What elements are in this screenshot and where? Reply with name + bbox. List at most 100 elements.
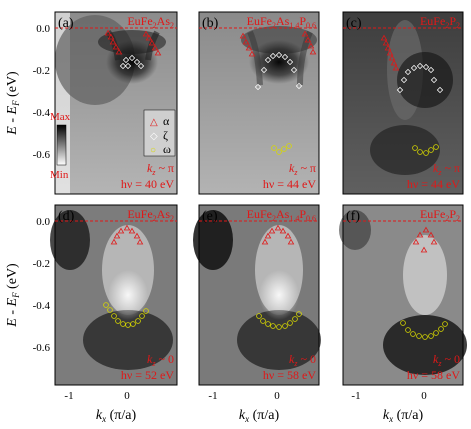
legend: △ α ◇ ζ ○ ω	[143, 109, 176, 157]
alpha-marker	[307, 42, 315, 49]
zeta-marker	[133, 58, 141, 66]
colorbar-min-label: Min	[50, 169, 69, 181]
alpha-marker	[115, 48, 123, 55]
zeta-marker	[396, 86, 404, 94]
alpha-marker	[287, 238, 295, 245]
zeta-marker	[128, 54, 136, 62]
panel-label-e: (e)	[202, 209, 218, 224]
omega-marker	[111, 313, 117, 319]
y-tick-bottom-2: -0.4	[33, 300, 51, 312]
compound-name-c: EuFe2P2	[420, 14, 460, 30]
kz-label-b: kz ~ π	[289, 161, 316, 177]
svg-text:kx (π/a): kx (π/a)	[239, 408, 280, 424]
omega-marker	[107, 307, 113, 313]
zeta-marker	[122, 56, 130, 64]
omega-marker	[417, 149, 423, 155]
zeta-marker	[281, 53, 289, 61]
x-tick-b-minus1: -1	[208, 390, 217, 402]
omega-marker	[433, 144, 439, 150]
omega-marker	[135, 318, 141, 324]
zeta-marker	[416, 62, 424, 70]
zeta-marker	[254, 83, 262, 91]
x-tick-c-0: 0	[421, 390, 427, 402]
omega-marker	[256, 313, 262, 319]
band-markers	[103, 29, 448, 340]
alpha-marker	[268, 227, 276, 234]
svg-text:kx (π/a): kx (π/a)	[96, 408, 137, 424]
alpha-marker	[117, 227, 125, 234]
x-tick-c-minus1: -1	[351, 390, 360, 402]
zeta-marker	[275, 51, 283, 59]
y-axis-title-bottom: E - EF (eV)	[5, 263, 21, 328]
alpha-marker	[301, 30, 309, 37]
colorbar: Max Min	[50, 111, 71, 181]
legend-zeta-name: ζ	[163, 128, 168, 142]
legend-alpha-symbol: △	[150, 117, 158, 128]
omega-marker	[438, 326, 444, 332]
alpha-marker	[384, 44, 392, 51]
compound-name-b: EuFe2As1.4P0.6	[247, 14, 316, 30]
y-axis-bottom: 0.0 -0.2 -0.4 -0.6	[33, 216, 51, 354]
omega-marker	[276, 149, 282, 155]
kz-label-f: kz ~ 0	[433, 352, 460, 368]
photon-energy-e: hν = 58 eV	[263, 368, 317, 382]
alpha-marker	[274, 224, 282, 231]
x-axis-titles: kx (π/a) kx (π/a) kx (π/a)	[96, 408, 424, 424]
omega-marker	[433, 330, 439, 336]
omega-marker	[410, 331, 416, 337]
panel-c	[343, 12, 463, 194]
omega-marker	[292, 316, 298, 322]
omega-marker	[400, 320, 406, 326]
svg-text:E - EF (eV): E - EF (eV)	[5, 263, 21, 328]
omega-marker	[276, 324, 282, 330]
omega-marker	[422, 334, 428, 340]
alpha-marker	[123, 224, 131, 231]
zeta-marker	[295, 82, 303, 90]
zeta-marker	[269, 52, 277, 60]
zeta-marker	[286, 58, 294, 66]
photon-energy-d: hν = 52 eV	[121, 368, 175, 382]
kz-label-a: kz ~ π	[147, 161, 174, 177]
photon-energy-b: hν = 44 eV	[263, 177, 317, 191]
kz-label-d: kz ~ 0	[147, 352, 174, 368]
alpha-marker	[264, 232, 272, 239]
omega-marker	[271, 145, 277, 151]
zeta-marker	[430, 76, 438, 84]
legend-zeta-symbol: ◇	[150, 131, 158, 142]
photon-energy-f: hν = 58 eV	[407, 368, 461, 382]
alpha-marker	[133, 232, 141, 239]
alpha-marker	[248, 50, 256, 57]
omega-marker	[416, 333, 422, 339]
alpha-marker	[284, 232, 292, 239]
omega-marker	[282, 323, 288, 329]
panel-label-c: (c)	[346, 16, 362, 31]
zeta-marker	[119, 62, 127, 70]
alpha-marker	[261, 238, 269, 245]
compound-name-f: EuFe2P2	[420, 207, 460, 223]
colorbar-max-label: Max	[50, 111, 71, 123]
svg-text:kx (π/a): kx (π/a)	[383, 408, 424, 424]
omega-marker	[103, 302, 109, 308]
omega-marker	[423, 150, 429, 156]
compound-name-d: EuFe2As2	[127, 207, 174, 223]
alpha-marker	[382, 39, 390, 46]
alpha-marker	[113, 232, 121, 239]
kz-label-e: kz ~ 0	[289, 352, 316, 368]
x-tick-a-minus1: -1	[64, 390, 73, 402]
alpha-marker	[412, 238, 420, 245]
alpha-marker	[427, 231, 435, 238]
compound-name-a: EuFe2As2	[127, 14, 174, 30]
alpha-marker	[148, 39, 156, 46]
omega-marker	[260, 318, 266, 324]
alpha-marker	[112, 43, 120, 50]
y-tick-bottom-0: 0.0	[36, 216, 50, 228]
y-tick-top-3: -0.6	[33, 149, 51, 161]
alpha-marker	[109, 38, 117, 45]
legend-omega-symbol: ○	[150, 145, 156, 156]
panel-a	[55, 12, 177, 194]
alpha-marker	[154, 49, 162, 56]
alpha-marker	[380, 34, 388, 41]
y-tick-top-2: -0.4	[33, 107, 51, 119]
zeta-marker	[290, 66, 298, 74]
alpha-marker	[279, 227, 287, 234]
